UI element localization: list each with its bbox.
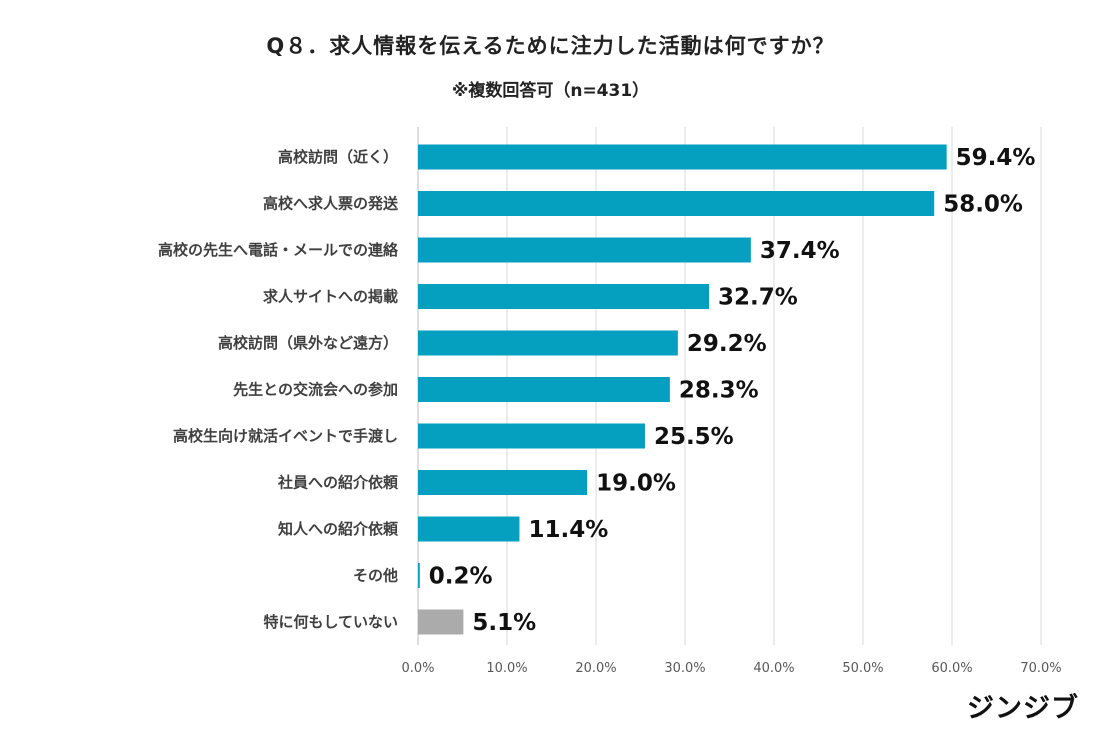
bar bbox=[418, 516, 520, 542]
data-label: 59.4% bbox=[956, 145, 1036, 171]
category-label: 先生との交流会への参加 bbox=[233, 381, 398, 399]
chart-subtitle: ※複数回答可（n=431） bbox=[451, 81, 650, 101]
category-label: 特に何もしていない bbox=[263, 613, 398, 631]
data-label: 28.3% bbox=[679, 378, 759, 404]
bar bbox=[418, 191, 935, 216]
x-tick-label: 50.0% bbox=[842, 661, 883, 676]
category-label: 高校の先生へ電話・メールでの連絡 bbox=[158, 241, 399, 259]
category-label: 求人サイトへの掲載 bbox=[263, 288, 398, 306]
data-label: 19.0% bbox=[596, 471, 676, 497]
brand-logo: ジンジブ bbox=[967, 693, 1079, 724]
x-tick-label: 10.0% bbox=[486, 661, 527, 676]
category-label: 高校訪問（近く） bbox=[278, 148, 398, 166]
bar bbox=[418, 563, 420, 588]
x-tick-label: 0.0% bbox=[401, 661, 434, 676]
data-label: 37.4% bbox=[760, 238, 840, 264]
x-tick-label: 70.0% bbox=[1020, 661, 1061, 676]
bar bbox=[418, 284, 710, 309]
chart-title: Q８．求人情報を伝えるために注力した活動は何ですか？ bbox=[266, 34, 835, 58]
category-label: その他 bbox=[353, 567, 398, 585]
category-label: 高校訪問（県外など遠方） bbox=[218, 334, 398, 352]
category-label: 知人への紹介依頼 bbox=[278, 520, 399, 538]
data-label: 32.7% bbox=[718, 285, 798, 311]
bar bbox=[418, 144, 947, 170]
category-label: 社員への紹介依頼 bbox=[277, 474, 399, 492]
data-label: 0.2% bbox=[429, 564, 493, 590]
data-label: 5.1% bbox=[472, 610, 536, 636]
bar bbox=[418, 330, 678, 356]
x-tick-label: 20.0% bbox=[575, 661, 616, 676]
x-tick-label: 40.0% bbox=[753, 661, 794, 676]
category-label: 高校へ求人票の発送 bbox=[263, 195, 399, 213]
bar bbox=[418, 423, 645, 449]
data-label: 29.2% bbox=[687, 331, 767, 357]
bar bbox=[418, 237, 751, 263]
x-tick-label: 30.0% bbox=[664, 661, 705, 676]
bar bbox=[418, 609, 464, 635]
bar bbox=[418, 377, 670, 402]
data-label: 25.5% bbox=[654, 424, 734, 450]
category-label: 高校生向け就活イベントで手渡し bbox=[173, 427, 398, 445]
data-label: 58.0% bbox=[943, 192, 1023, 218]
bar bbox=[418, 470, 588, 495]
x-tick-label: 60.0% bbox=[931, 661, 972, 676]
data-label: 11.4% bbox=[528, 517, 608, 543]
